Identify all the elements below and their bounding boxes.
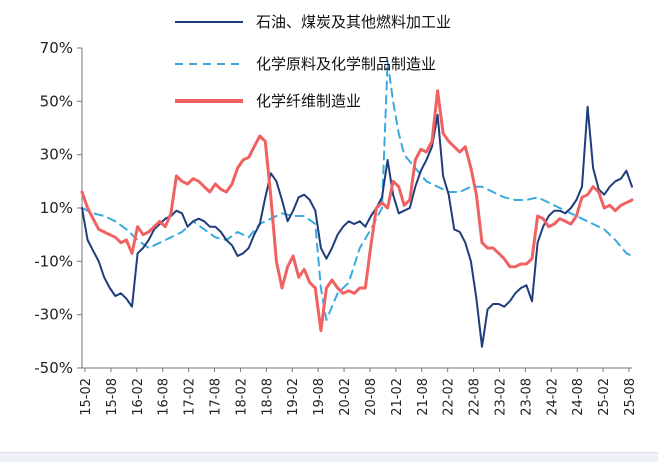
x-tick-label: 20-08 xyxy=(364,378,379,416)
series-line-3 xyxy=(80,89,634,333)
x-tick-label: 19-08 xyxy=(312,378,327,416)
x-tick-label: 25-02 xyxy=(597,378,612,416)
x-tick-label: 23-08 xyxy=(519,378,534,416)
x-tick-label: 24-02 xyxy=(545,378,560,416)
x-tick-label: 21-02 xyxy=(390,378,405,416)
y-tick-label: 50% xyxy=(40,92,73,110)
legend-label-2: 化学原料及化学制品制造业 xyxy=(256,55,436,73)
x-tick-label: 17-02 xyxy=(183,378,198,416)
x-tick-label: 21-08 xyxy=(416,378,431,416)
x-tick-label: 22-02 xyxy=(442,378,457,416)
x-axis: 15-02 15-08 16-02 16-08 17-02 17-08 18-02 18-08… xyxy=(79,367,638,416)
y-tick-label: 70% xyxy=(40,39,73,57)
x-tick-label: 15-02 xyxy=(79,378,94,416)
y-tick-label: 30% xyxy=(40,146,73,164)
x-tick-label: 17-08 xyxy=(209,378,224,416)
x-tick-label: 15-08 xyxy=(105,378,120,416)
y-tick-label: -50% xyxy=(34,359,73,377)
footer-band xyxy=(0,452,658,462)
x-tick-label: 25-08 xyxy=(623,378,638,416)
x-tick-label: 16-02 xyxy=(131,378,146,416)
x-tick-label: 20-02 xyxy=(338,378,353,416)
legend-label-1: 石油、煤炭及其他燃料加工业 xyxy=(256,13,451,31)
series-layer xyxy=(80,60,634,348)
x-tick-label: 18-02 xyxy=(234,378,249,416)
series-line-2 xyxy=(81,60,633,321)
y-tick-label: 10% xyxy=(40,199,73,217)
x-tick-label: 19-02 xyxy=(286,378,301,416)
x-tick-label: 18-08 xyxy=(260,378,275,416)
y-axis: 70% 50% 30% 10% -10% -30% -50% xyxy=(34,39,83,377)
x-tick-label: 22-08 xyxy=(468,378,483,416)
x-tick-label: 16-08 xyxy=(157,378,172,416)
x-tick-label: 24-08 xyxy=(571,378,586,416)
y-tick-label: -10% xyxy=(34,252,73,270)
legend-label-3: 化学纤维制造业 xyxy=(256,92,361,110)
x-tick-label: 23-02 xyxy=(493,378,508,416)
y-tick-label: -30% xyxy=(34,306,73,324)
series-line-1 xyxy=(81,105,633,348)
